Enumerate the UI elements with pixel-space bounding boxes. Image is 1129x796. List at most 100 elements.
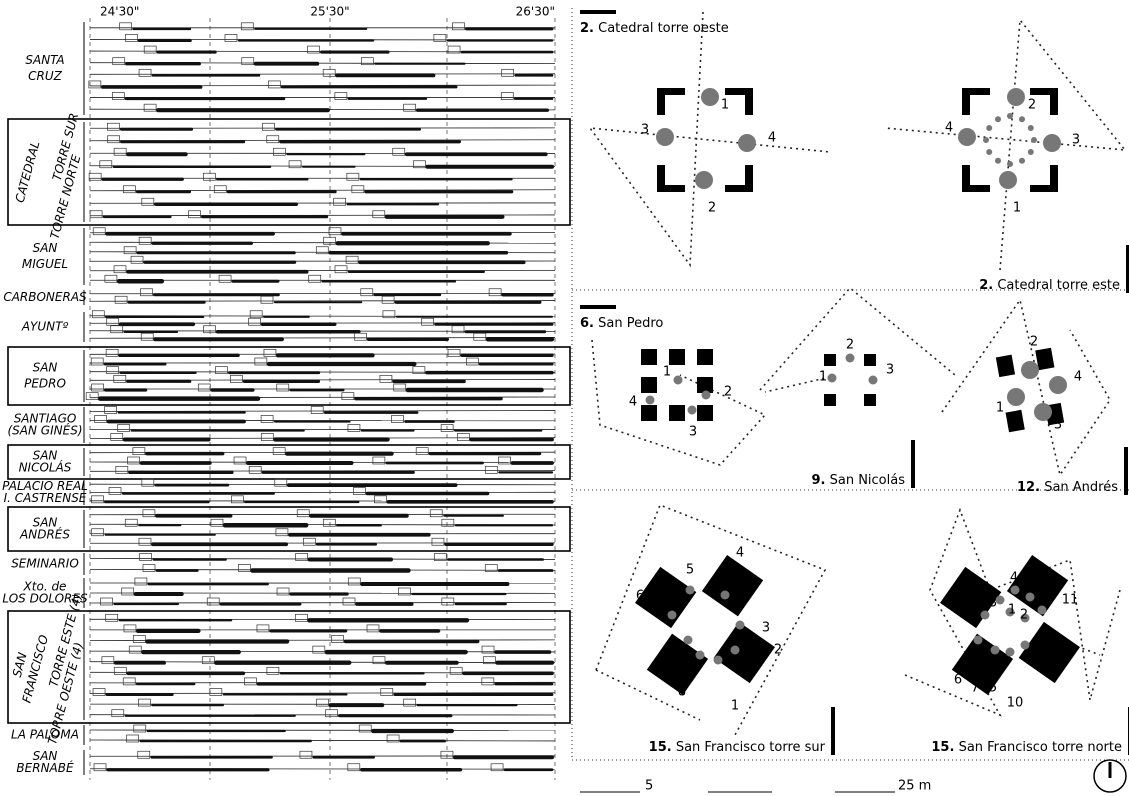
bell-number: 4: [768, 131, 776, 146]
bracket: [93, 689, 105, 696]
caption-name: Catedral torre este: [997, 278, 1120, 293]
bell-number: 1: [996, 401, 1004, 416]
caption: 2. Catedral torre oeste: [580, 21, 729, 36]
bell-small: [1028, 125, 1034, 131]
bracket: [466, 358, 478, 365]
bracket: [394, 384, 406, 391]
bell: [1038, 606, 1047, 615]
bracket: [101, 598, 113, 605]
bell-small: [1007, 113, 1013, 119]
staff-line: [90, 411, 555, 412]
row-label: AYUNTº: [21, 320, 69, 334]
tower-diagram: 12342. Catedral torre oeste: [580, 10, 830, 265]
bracket: [335, 266, 347, 273]
bell-number: 1: [663, 365, 671, 380]
pillar: [864, 354, 876, 366]
caption: 9. San Nicolás: [811, 473, 905, 488]
bell-number: 2: [708, 201, 716, 216]
bracket: [139, 237, 151, 244]
pillar: [641, 349, 657, 365]
bell-small: [1031, 137, 1037, 143]
bracket: [123, 186, 135, 193]
scale-tick: [1124, 447, 1128, 495]
bell: [702, 391, 711, 400]
bracket: [262, 123, 274, 130]
bell: [1006, 648, 1015, 657]
bracket: [144, 46, 156, 53]
bracket: [404, 104, 416, 111]
row-label: SANTA: [25, 53, 64, 67]
bell-number: 4: [629, 395, 637, 410]
bracket: [499, 457, 511, 464]
bracket: [203, 173, 215, 180]
pillar: [697, 349, 713, 365]
bracket: [105, 275, 117, 282]
bracket: [129, 646, 141, 653]
bracket: [303, 538, 315, 545]
bracket: [442, 598, 454, 605]
row-label: CARBONERAS: [3, 290, 87, 304]
bracket: [317, 699, 329, 706]
bracket: [374, 496, 386, 503]
bell: [1026, 593, 1035, 602]
bell-small: [1007, 161, 1013, 167]
time-label: 25'30": [310, 5, 349, 19]
bracket: [275, 479, 287, 486]
bell-number: 5: [686, 563, 694, 578]
bell-number: 4: [1010, 571, 1018, 586]
bracket: [92, 529, 104, 536]
wall: [962, 165, 990, 192]
bracket: [116, 466, 128, 473]
bracket: [135, 578, 147, 585]
bracket: [324, 237, 336, 244]
pillar: [864, 394, 876, 406]
bracket: [352, 186, 364, 193]
row-label: CRUZ: [28, 69, 63, 83]
caption-number: 2.: [580, 21, 594, 36]
bell-number: 8: [678, 685, 686, 700]
bracket: [113, 58, 125, 65]
caption: 12. San Andrés: [1017, 480, 1118, 495]
bracket: [296, 554, 308, 561]
caption: 2. Catedral torre este: [979, 278, 1120, 293]
bracket: [89, 81, 101, 88]
row-label: CATEDRAL: [13, 140, 43, 205]
bracket: [343, 598, 355, 605]
bell-number: 6: [954, 673, 962, 688]
bracket: [485, 466, 497, 473]
bracket: [143, 510, 155, 517]
bell: [1011, 586, 1020, 595]
pillar: [697, 377, 713, 393]
bracket: [207, 598, 219, 605]
bracket: [142, 198, 154, 205]
bracket: [107, 318, 119, 325]
bracket: [329, 228, 341, 235]
bracket: [295, 614, 307, 621]
bracket: [123, 678, 135, 685]
caption-number: 6.: [580, 316, 594, 331]
pillar: [669, 349, 685, 365]
bracket: [238, 565, 250, 572]
bracket: [92, 384, 104, 391]
bracket: [94, 764, 106, 771]
bracket: [214, 186, 226, 193]
pillar: [1006, 410, 1025, 432]
bracket: [348, 578, 360, 585]
scale-tick: [580, 305, 616, 309]
bracket: [125, 34, 137, 41]
bracket: [323, 519, 335, 526]
bracket: [392, 416, 404, 423]
bracket: [398, 588, 410, 595]
bracket: [261, 416, 273, 423]
bracket: [452, 23, 464, 30]
time-label: 24'30": [100, 5, 139, 19]
bracket: [89, 173, 101, 180]
ring-path: [590, 12, 830, 265]
bracket: [382, 296, 394, 303]
caption: 6. San Pedro: [580, 316, 663, 331]
bell-number: 7: [650, 663, 658, 678]
scale-tick: [831, 707, 835, 755]
